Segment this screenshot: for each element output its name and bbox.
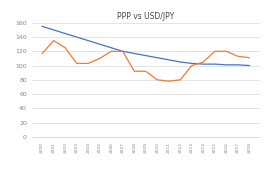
Title: PPP vs USD/JPY: PPP vs USD/JPY (117, 12, 174, 21)
